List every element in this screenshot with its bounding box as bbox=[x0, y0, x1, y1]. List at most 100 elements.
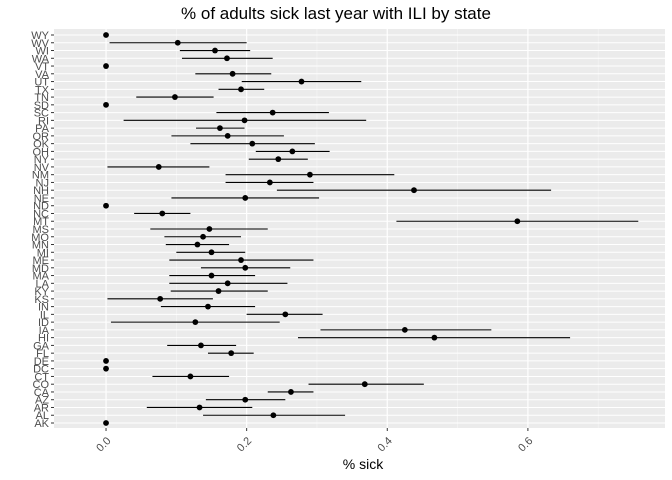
y-tick-label: MD bbox=[32, 263, 49, 275]
point-va bbox=[229, 70, 236, 77]
x-tick-label: 0.2 bbox=[235, 435, 254, 454]
point-al bbox=[270, 412, 277, 419]
point-la bbox=[224, 280, 231, 287]
point-nh bbox=[411, 187, 417, 194]
y-tick-label: SD bbox=[34, 100, 49, 112]
point-md bbox=[242, 264, 249, 271]
y-tick-label: KY bbox=[34, 286, 49, 298]
point-wa bbox=[224, 55, 230, 62]
point-tn bbox=[172, 94, 178, 100]
point-az bbox=[242, 396, 249, 403]
y-tick-label: ID bbox=[38, 317, 49, 329]
y-tick-label: ND bbox=[33, 201, 49, 213]
y-tick-label: DE bbox=[34, 356, 49, 368]
point-ca bbox=[288, 389, 294, 395]
y-tick-label: SC bbox=[34, 108, 49, 120]
y-tick-label: MN bbox=[32, 240, 49, 252]
y-tick-label: WY bbox=[31, 30, 49, 42]
y-tick-label: NH bbox=[33, 185, 49, 197]
point-mt bbox=[514, 218, 521, 225]
y-tick-label: MS bbox=[33, 224, 50, 236]
x-tick-label: 0.0 bbox=[94, 435, 113, 454]
y-tick-label: FL bbox=[36, 348, 49, 360]
data-points bbox=[103, 32, 521, 426]
point-wy bbox=[103, 32, 109, 38]
y-tick-label: CA bbox=[34, 387, 50, 399]
point-ia bbox=[401, 326, 408, 333]
y-tick-label: UT bbox=[34, 77, 49, 89]
y-tick-label: OR bbox=[33, 131, 50, 143]
y-tick-label: GA bbox=[33, 340, 50, 352]
y-tick-label: NM bbox=[32, 170, 49, 182]
point-oh bbox=[289, 148, 296, 155]
point-mn bbox=[194, 241, 201, 248]
point-ks bbox=[157, 295, 164, 302]
y-tick-label: IN bbox=[38, 302, 49, 314]
y-tick-label: OK bbox=[33, 139, 50, 151]
y-tick-label: IA bbox=[39, 325, 50, 337]
point-wi bbox=[212, 47, 218, 54]
point-ut bbox=[298, 78, 305, 85]
point-ne bbox=[242, 195, 249, 201]
y-tick-label: HI bbox=[38, 333, 49, 345]
y-tick-label: MO bbox=[31, 232, 49, 244]
point-ky bbox=[215, 288, 222, 294]
y-tick-label: WV bbox=[31, 38, 49, 50]
point-de bbox=[103, 358, 109, 364]
x-axis: 0.0 0.2 0.4 0.6 bbox=[94, 428, 535, 454]
point-mo bbox=[200, 233, 206, 240]
point-id bbox=[192, 319, 199, 326]
y-tick-label: NJ bbox=[36, 177, 49, 189]
point-ms bbox=[206, 226, 213, 232]
point-pa bbox=[217, 125, 223, 132]
y-tick-label: WI bbox=[36, 46, 49, 58]
y-tick-label: AR bbox=[34, 402, 49, 414]
y-tick-label: RI bbox=[38, 115, 49, 127]
point-tx bbox=[238, 86, 244, 93]
point-nm bbox=[307, 171, 313, 178]
x-tick-label: 0.4 bbox=[376, 435, 395, 454]
y-tick-label: MA bbox=[33, 271, 50, 283]
point-nv bbox=[155, 164, 162, 170]
point-ar bbox=[196, 404, 203, 411]
point-ny bbox=[275, 156, 282, 163]
x-axis-label: % sick bbox=[342, 456, 384, 472]
point-ri bbox=[241, 117, 248, 124]
y-tick-label: NY bbox=[34, 154, 50, 166]
y-tick-label: LA bbox=[36, 278, 50, 290]
point-ma bbox=[208, 272, 215, 279]
y-tick-label: VA bbox=[35, 69, 50, 81]
point-ga bbox=[198, 342, 204, 349]
y-tick-label: NC bbox=[33, 208, 49, 220]
point-wv bbox=[174, 39, 181, 46]
point-in bbox=[205, 303, 211, 310]
point-me bbox=[238, 257, 244, 263]
y-tick-label: AK bbox=[34, 418, 49, 430]
y-tick-label: CO bbox=[33, 379, 50, 391]
y-tick-label: MI bbox=[37, 247, 49, 259]
point-dc bbox=[103, 365, 109, 372]
point-nc bbox=[159, 210, 166, 217]
x-tick-label: 0.6 bbox=[516, 435, 535, 454]
y-tick-label: PA bbox=[35, 123, 50, 135]
y-tick-label: WA bbox=[32, 53, 50, 65]
y-tick-label: TN bbox=[34, 92, 49, 104]
point-nd bbox=[103, 202, 109, 209]
y-tick-label: KS bbox=[34, 294, 49, 306]
point-ok bbox=[249, 140, 256, 147]
y-tick-label: TX bbox=[35, 84, 50, 96]
point-or bbox=[224, 132, 231, 139]
point-il bbox=[282, 311, 289, 318]
y-tick-label: ME bbox=[33, 255, 50, 267]
point-fl bbox=[228, 350, 235, 357]
y-tick-label: NV bbox=[34, 162, 50, 174]
y-tick-label: IL bbox=[40, 309, 49, 321]
y-tick-label: NE bbox=[34, 193, 49, 205]
point-co bbox=[361, 381, 368, 388]
point-sc bbox=[269, 109, 276, 116]
y-tick-label: DC bbox=[33, 364, 49, 376]
y-tick-label: OH bbox=[33, 146, 50, 158]
point-ak bbox=[103, 420, 109, 426]
y-tick-label: AZ bbox=[35, 395, 49, 407]
